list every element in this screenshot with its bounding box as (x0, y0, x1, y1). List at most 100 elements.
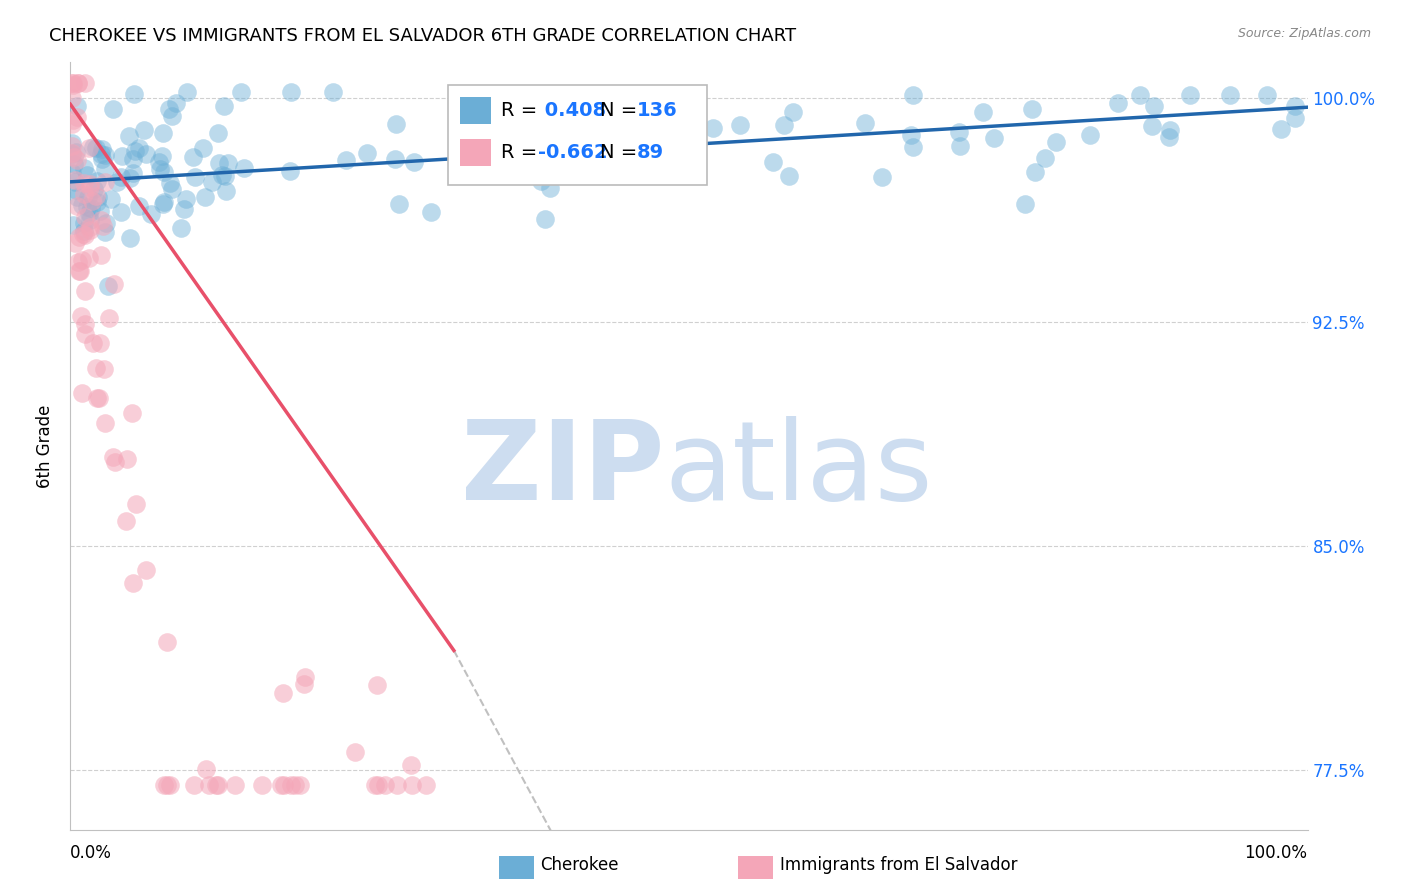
Point (73, 224, 96, 238)
Point (343, 745, 366, 759)
Point (60, 91, 83, 105)
Point (671, 119, 693, 133)
Point (77, 190, 100, 204)
Point (1159, 130, 1181, 145)
Point (162, 182, 184, 196)
Point (278, 163, 301, 178)
Point (60, 146, 83, 161)
Point (205, 778, 228, 792)
Point (773, 118, 796, 132)
Text: CHEROKEE VS IMMIGRANTS FROM EL SALVADOR 6TH GRADE CORRELATION CHART: CHEROKEE VS IMMIGRANTS FROM EL SALVADOR … (49, 27, 796, 45)
Point (86, 391, 108, 405)
Point (972, 104, 994, 119)
Point (294, 670, 316, 684)
Point (62, 219, 84, 233)
Point (135, 147, 157, 161)
Point (420, 204, 443, 219)
Point (67, 230, 90, 244)
Point (84, 361, 107, 376)
Point (93, 361, 115, 376)
Point (623, 102, 645, 116)
Point (62, 113, 84, 128)
Point (82, 194, 104, 208)
Point (73, 210, 96, 224)
Point (70, 198, 93, 212)
Point (374, 778, 396, 792)
Point (75, 76, 97, 90)
Point (176, 85, 198, 99)
Point (388, 196, 411, 211)
Point (63, 150, 86, 164)
Point (91, 143, 114, 157)
Point (159, 176, 181, 190)
Point (778, 169, 800, 184)
Point (86, 174, 108, 188)
Point (73, 228, 96, 243)
Point (401, 778, 423, 792)
Point (284, 778, 307, 792)
Point (73, 161, 96, 175)
Point (153, 194, 176, 209)
Point (73, 186, 96, 201)
Point (181, 151, 204, 165)
Point (79, 180, 101, 194)
Point (94, 161, 117, 176)
Point (207, 126, 229, 140)
Bar (460, 139, 491, 166)
Point (70, 385, 93, 400)
Point (208, 155, 231, 169)
Point (62, 76, 84, 90)
Point (1107, 95, 1129, 110)
Point (97, 310, 120, 325)
Y-axis label: 6th Grade: 6th Grade (37, 404, 55, 488)
Point (948, 125, 970, 139)
Point (79, 177, 101, 191)
Point (949, 139, 972, 153)
Point (402, 154, 425, 169)
Point (270, 778, 292, 792)
Point (122, 87, 145, 102)
Point (367, 778, 389, 792)
Point (82, 336, 104, 351)
Point (73, 216, 96, 230)
FancyBboxPatch shape (447, 86, 707, 186)
Point (105, 175, 128, 189)
Point (77, 251, 100, 265)
Point (89, 336, 111, 351)
Point (60, 118, 83, 132)
Point (65, 183, 87, 197)
Point (530, 174, 553, 188)
Point (91, 219, 114, 233)
Point (702, 121, 724, 136)
Point (215, 184, 238, 198)
Point (149, 162, 172, 177)
Point (399, 758, 422, 772)
Point (488, 136, 510, 150)
Point (111, 149, 134, 163)
Point (1024, 165, 1046, 179)
Point (93, 175, 115, 189)
Point (66, 99, 89, 113)
Point (73, 284, 96, 298)
Point (901, 88, 924, 103)
Point (335, 153, 357, 167)
Point (73, 176, 96, 190)
Point (870, 169, 893, 184)
Point (139, 206, 162, 220)
Point (83, 182, 105, 196)
Point (214, 169, 236, 183)
Point (538, 180, 561, 194)
Text: 0.408: 0.408 (538, 101, 606, 120)
Point (212, 99, 235, 113)
Point (73, 326, 96, 341)
Point (273, 686, 295, 700)
Point (250, 778, 273, 792)
Point (782, 105, 804, 120)
Point (280, 85, 302, 99)
Text: 100.0%: 100.0% (1244, 845, 1308, 863)
Point (614, 119, 637, 133)
Point (90, 147, 112, 161)
Bar (460, 97, 491, 124)
Point (165, 96, 187, 111)
Point (322, 85, 344, 99)
